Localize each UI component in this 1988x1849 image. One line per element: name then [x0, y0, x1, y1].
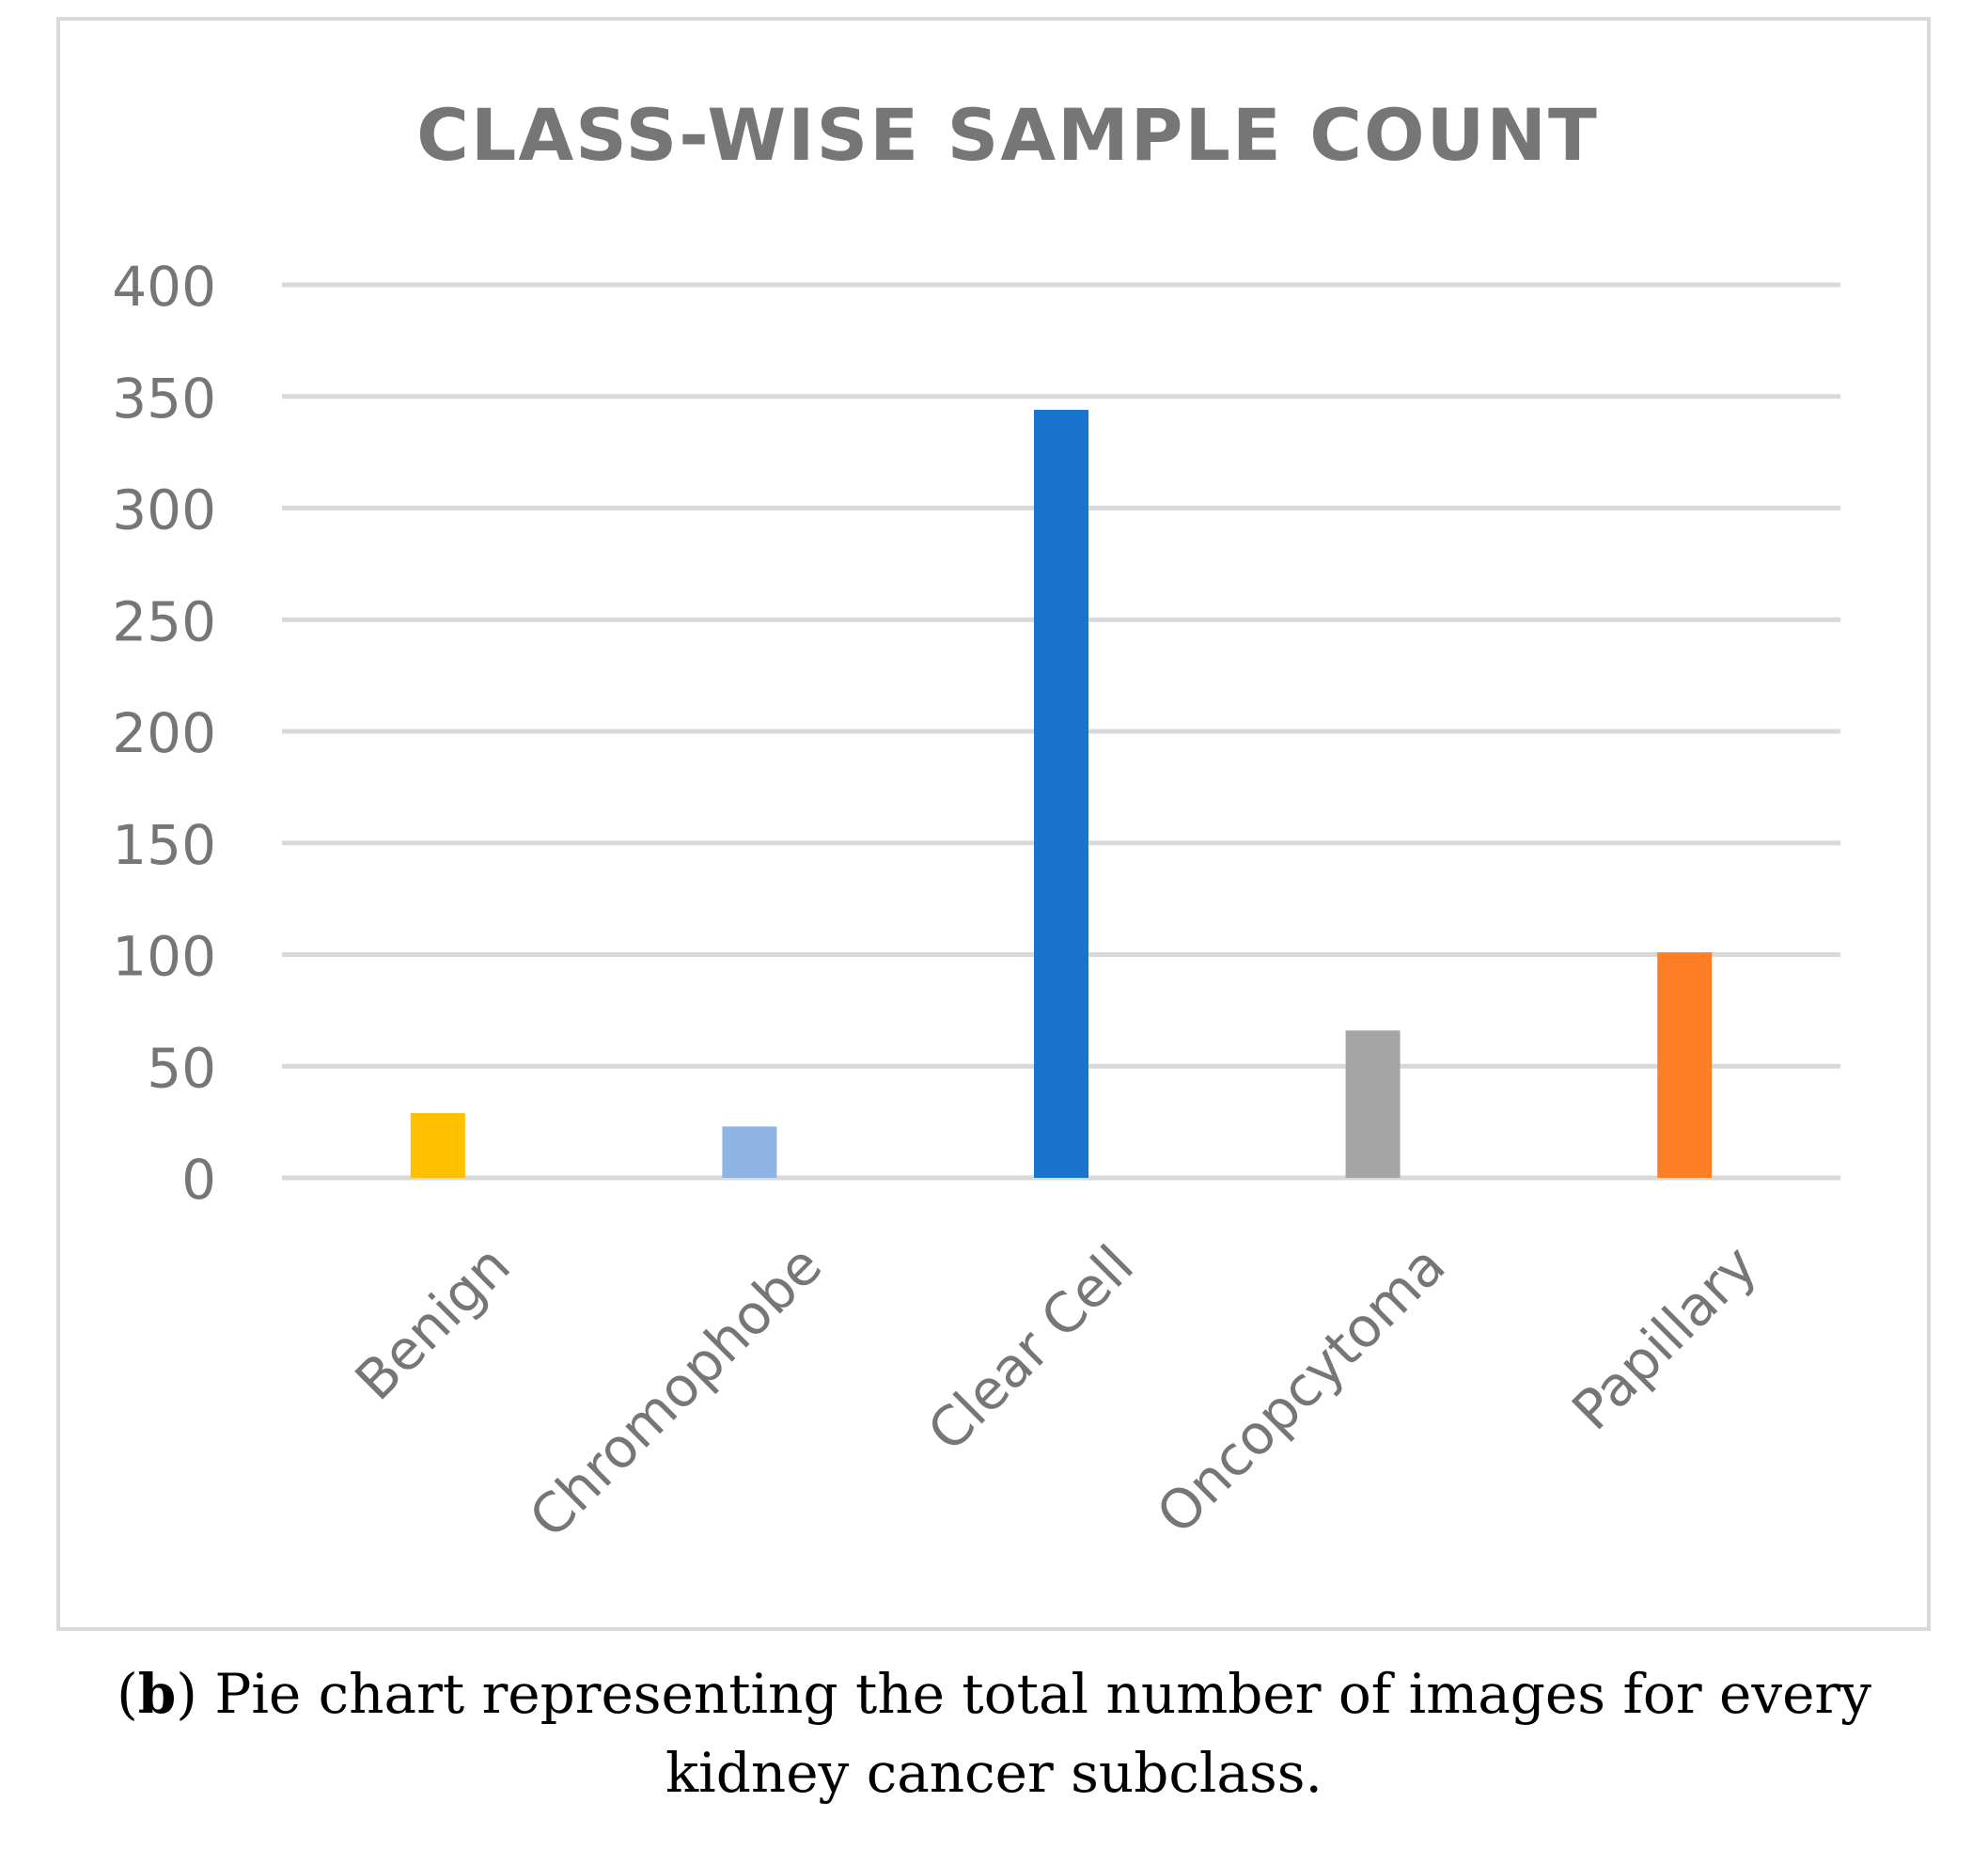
figure-caption: (b) Pie chart representing the total num… — [0, 1654, 1988, 1812]
caption-line-1: (b) Pie chart representing the total num… — [117, 1662, 1871, 1726]
caption-label: b — [137, 1662, 177, 1726]
y-tick-label: 0 — [181, 1148, 216, 1212]
y-tick-label: 50 — [147, 1036, 216, 1100]
caption-text-1: Pie chart representing the total number … — [196, 1662, 1871, 1726]
y-axis-tick-labels: 0 50 100 150 200 250 300 350 400 — [112, 255, 216, 1212]
y-tick-label: 250 — [112, 589, 216, 653]
y-tick-label: 300 — [112, 478, 216, 542]
bar — [722, 1126, 777, 1178]
y-tick-label: 150 — [112, 813, 216, 877]
bar — [410, 1113, 465, 1178]
bar — [1034, 410, 1088, 1178]
bars — [410, 410, 1713, 1178]
y-tick-label: 200 — [112, 701, 216, 765]
caption-line-2: kidney cancer subclass. — [665, 1741, 1323, 1805]
bar — [1345, 1030, 1401, 1178]
chart-title: CLASS-WISE SAMPLE COUNT — [416, 93, 1599, 177]
y-tick-label: 100 — [112, 925, 216, 989]
bar — [1657, 952, 1713, 1178]
y-tick-label: 350 — [112, 367, 216, 431]
y-tick-label: 400 — [112, 255, 216, 319]
